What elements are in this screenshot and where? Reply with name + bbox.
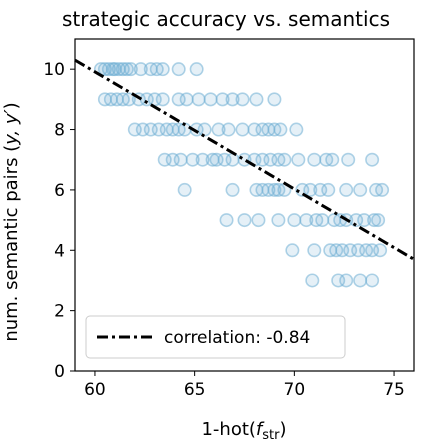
scatter-point <box>191 92 206 107</box>
scatter-point <box>235 92 250 107</box>
y-axis-label: num. semantic pairs (y, y′) <box>1 102 22 341</box>
scatter-point <box>291 152 306 167</box>
chart-title: strategic accuracy vs. semantics <box>62 7 390 31</box>
y-axis-label-main: num. semantic pairs ( <box>1 145 22 342</box>
y-axis-label-vars: y, y′ <box>1 109 22 145</box>
y-axis-label-close: ) <box>1 102 22 109</box>
scatter-point <box>373 243 388 258</box>
scatter-point <box>173 152 188 167</box>
scatter-point <box>179 92 194 107</box>
scatter-point <box>341 152 356 167</box>
scatter-point <box>365 273 380 288</box>
scatter-point <box>375 182 390 197</box>
x-tick-label: 65 <box>184 380 206 400</box>
scatter-point <box>277 152 292 167</box>
x-axis-label-sub: str <box>262 428 280 442</box>
plot-frame <box>74 38 415 372</box>
y-tick-label: 0 <box>54 362 65 382</box>
x-axis-label-var: f <box>256 419 265 440</box>
legend-label: correlation: -0.84 <box>164 328 310 348</box>
scatter-point <box>285 243 300 258</box>
scatter-point <box>121 92 136 107</box>
legend-box <box>85 315 346 359</box>
scatter-point <box>251 213 266 228</box>
scatter-point <box>189 62 204 77</box>
x-axis-ticks: 60 65 70 75 <box>84 371 405 400</box>
scatter-point <box>273 122 288 137</box>
scatter-point <box>211 122 226 137</box>
scatter-point <box>353 182 368 197</box>
y-tick-label: 2 <box>54 302 65 322</box>
scatter-point <box>303 182 318 197</box>
scatter-point <box>353 273 368 288</box>
scatter-point <box>185 152 200 167</box>
scatter-point <box>177 182 192 197</box>
y-tick-label: 8 <box>54 121 65 141</box>
line-layer <box>74 58 415 261</box>
scatter-point <box>371 213 386 228</box>
scatter-point <box>155 92 170 107</box>
scatter-point <box>221 122 236 137</box>
scatter-point <box>225 92 240 107</box>
scatter-point <box>307 152 322 167</box>
scatter-point <box>321 182 336 197</box>
scatter-point <box>237 213 252 228</box>
scatter-point <box>215 92 230 107</box>
scatter-point <box>315 213 330 228</box>
scatter-point <box>299 213 314 228</box>
scatter-point <box>171 62 186 77</box>
scatter-point <box>271 213 286 228</box>
scatter-point <box>195 152 210 167</box>
x-tick-label: 60 <box>84 380 106 400</box>
scatter-point <box>155 62 170 77</box>
scatter-point <box>339 273 354 288</box>
scatter-point <box>119 62 134 77</box>
scatter-point <box>289 122 304 137</box>
correlation-line <box>74 58 415 261</box>
x-axis-label-close: ) <box>279 419 286 440</box>
scatter-point <box>357 213 372 228</box>
scatter-point <box>267 92 282 107</box>
x-axis-label: 1-hot(fstr) <box>201 419 286 442</box>
scatter-point <box>225 152 240 167</box>
x-tick-label: 70 <box>284 380 306 400</box>
scatter-point <box>339 182 354 197</box>
x-tick-label: 75 <box>383 380 405 400</box>
scatter-point <box>287 213 302 228</box>
scatter-point <box>249 92 264 107</box>
scatter-point <box>235 122 250 137</box>
scatter-point <box>305 273 320 288</box>
scatter-point <box>267 182 282 197</box>
x-axis-label-main: 1-hot( <box>201 419 255 440</box>
scatter-point <box>133 62 148 77</box>
y-tick-label: 6 <box>54 181 65 201</box>
scatter-point <box>325 152 340 167</box>
scatter-point <box>219 213 234 228</box>
points-layer <box>93 62 390 288</box>
scatter-point <box>365 152 380 167</box>
scatter-point <box>123 62 138 77</box>
scatter-point <box>197 122 212 137</box>
y-tick-label: 4 <box>54 241 65 261</box>
scatter-point <box>203 92 218 107</box>
y-axis-ticks: 0 2 4 6 8 10 <box>43 60 75 382</box>
legend: correlation: -0.84 <box>85 315 346 359</box>
y-tick-label: 10 <box>43 60 65 80</box>
scatter-point <box>367 213 382 228</box>
scatter-point <box>225 182 240 197</box>
scatter-point <box>307 243 322 258</box>
